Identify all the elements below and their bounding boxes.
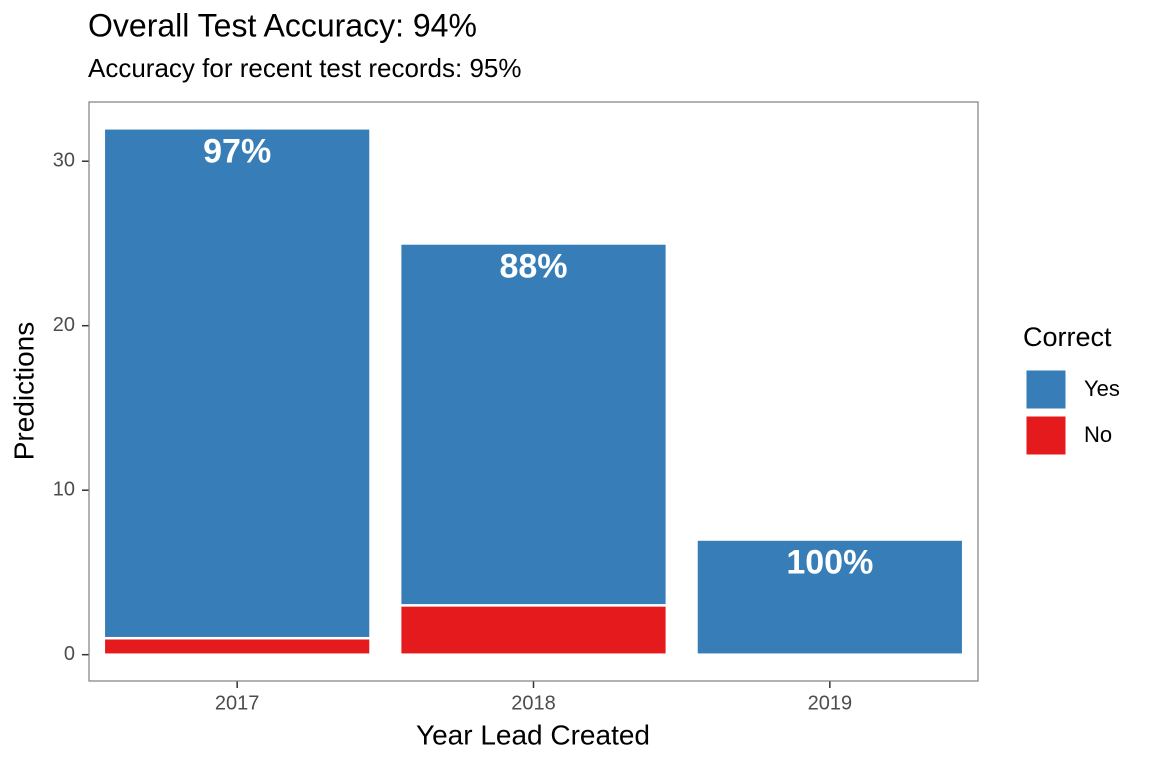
bar-segment xyxy=(102,127,372,640)
bar-segment xyxy=(102,636,372,656)
panel-border xyxy=(88,101,979,682)
bar-segment xyxy=(398,604,669,656)
y-tick-label: 20 xyxy=(53,314,75,336)
y-axis-title: Predictions xyxy=(8,322,39,461)
bar-annotation: 97% xyxy=(203,132,271,170)
bar-annotation: 100% xyxy=(786,544,873,582)
x-tick-label: 2018 xyxy=(511,692,556,714)
bar-annotation: 88% xyxy=(499,247,567,285)
bar-segment xyxy=(695,538,965,656)
bar-segment xyxy=(398,242,669,607)
legend-key xyxy=(1025,369,1067,410)
x-tick-label: 2019 xyxy=(808,692,853,714)
y-tick-label: 0 xyxy=(64,643,75,665)
x-axis-title: Year Lead Created xyxy=(416,719,650,750)
chart-subtitle: Accuracy for recent test records: 95% xyxy=(88,53,522,83)
legend-key xyxy=(1025,415,1067,456)
x-tick-label: 2017 xyxy=(215,692,260,714)
legend-title: Correct xyxy=(1023,322,1112,352)
y-tick-label: 10 xyxy=(53,478,75,500)
legend-label: No xyxy=(1084,422,1112,447)
chart-title: Overall Test Accuracy: 94% xyxy=(88,7,477,43)
legend-label: Yes xyxy=(1084,376,1120,401)
y-tick-label: 30 xyxy=(53,149,75,171)
